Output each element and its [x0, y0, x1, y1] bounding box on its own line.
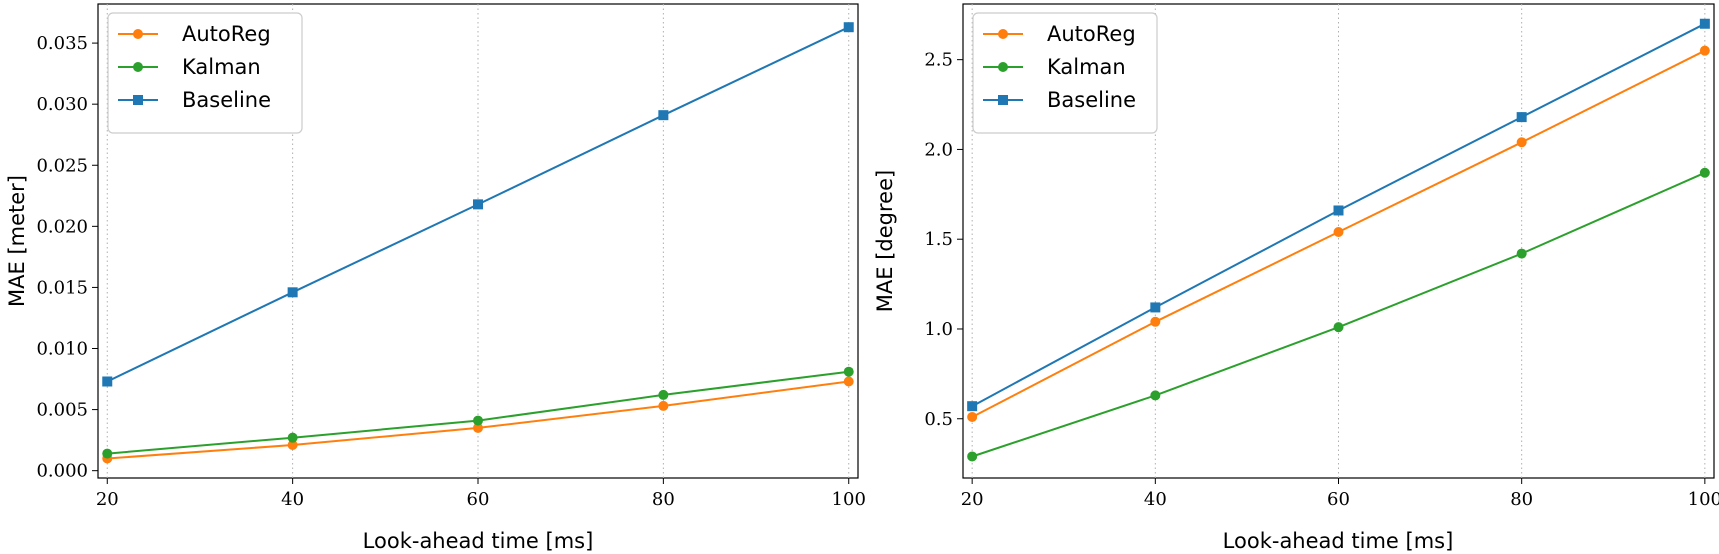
data-point-kalman [1516, 248, 1527, 259]
y-tick-label: 0.000 [36, 461, 88, 482]
y-tick-label: 1.0 [924, 319, 953, 340]
data-point-baseline [1516, 112, 1527, 123]
legend-frame [107, 12, 303, 134]
data-point-baseline [102, 376, 113, 387]
data-point-baseline [1333, 205, 1344, 216]
x-tick-label: 100 [1688, 489, 1719, 510]
data-point-kalman [1150, 390, 1161, 401]
legend-label-baseline: Baseline [182, 88, 271, 112]
y-tick-label: 0.005 [36, 400, 88, 421]
legend-label-kalman: Kalman [182, 55, 261, 79]
data-point-autoreg [1150, 316, 1161, 327]
data-point-autoreg [658, 400, 669, 411]
data-point-baseline [287, 287, 298, 298]
data-point-baseline [473, 199, 483, 210]
data-point-baseline [1699, 18, 1710, 29]
x-tick-label: 20 [961, 489, 984, 510]
legend-label-autoreg: AutoReg [182, 22, 271, 46]
legend: AutoReg Kalman Baseline [107, 12, 303, 134]
y-tick-label: 2.0 [924, 139, 953, 160]
data-point-baseline [967, 401, 978, 412]
data-point-baseline [658, 110, 669, 121]
legend-marker-kalman [998, 62, 1008, 72]
y-tick-label: 0.030 [36, 94, 88, 115]
legend-label-baseline: Baseline [1047, 88, 1136, 112]
y-tick-label: 1.5 [924, 229, 953, 250]
x-tick-label: 20 [96, 489, 119, 510]
x-tick-label: 80 [1510, 489, 1533, 510]
y-tick-label: 0.5 [924, 409, 953, 430]
data-point-autoreg [1516, 137, 1527, 148]
legend-marker-baseline [133, 95, 143, 105]
y-tick-label: 0.015 [36, 277, 88, 298]
y-tick-label: 0.020 [36, 216, 88, 237]
x-tick-label: 100 [832, 489, 866, 510]
data-point-kalman [967, 451, 978, 462]
legend: AutoReg Kalman Baseline [972, 12, 1158, 134]
data-point-kalman [473, 415, 483, 426]
x-tick-label: 40 [281, 489, 304, 510]
x-tick-label: 60 [1327, 489, 1350, 510]
legend-marker-kalman [133, 62, 143, 72]
x-tick-label: 60 [467, 489, 490, 510]
data-point-autoreg [1333, 227, 1344, 238]
data-point-autoreg [287, 440, 298, 451]
legend-frame [972, 12, 1158, 134]
y-axis-label: MAE [degree] [873, 170, 897, 312]
legend-marker-autoreg [998, 29, 1008, 39]
x-tick-label: 80 [652, 489, 675, 510]
data-point-kalman [1699, 167, 1710, 178]
legend-marker-autoreg [133, 29, 143, 39]
y-tick-label: 2.5 [924, 50, 953, 71]
y-tick-label: 0.010 [36, 339, 88, 360]
y-axis-label: MAE [meter] [5, 175, 29, 307]
legend-marker-baseline [998, 95, 1008, 105]
chart-left: 20 40 60 80 100 0.000 0.005 0.010 0.015 0.020 0.02… [5, 3, 866, 553]
data-point-autoreg [967, 411, 978, 422]
chart-right: 20 40 60 80 100 0.5 1.0 1.5 2.0 2.5 Look-ahead ti… [873, 3, 1719, 553]
data-point-autoreg [1699, 45, 1710, 56]
data-point-autoreg [843, 376, 854, 387]
data-point-kalman [658, 389, 669, 400]
data-point-baseline [843, 22, 854, 33]
legend-label-autoreg: AutoReg [1047, 22, 1136, 46]
data-point-kalman [1333, 322, 1344, 333]
y-tick-label: 0.025 [36, 155, 88, 176]
x-axis-label: Look-ahead time [ms] [1223, 529, 1454, 553]
x-axis-label: Look-ahead time [ms] [363, 529, 594, 553]
data-point-kalman [287, 432, 298, 443]
x-tick-label: 40 [1144, 489, 1167, 510]
data-point-kalman [102, 448, 113, 459]
data-point-kalman [843, 366, 854, 377]
y-tick-label: 0.035 [36, 33, 88, 54]
data-point-autoreg [473, 422, 483, 433]
legend-label-kalman: Kalman [1047, 55, 1126, 79]
data-point-baseline [1150, 302, 1161, 313]
